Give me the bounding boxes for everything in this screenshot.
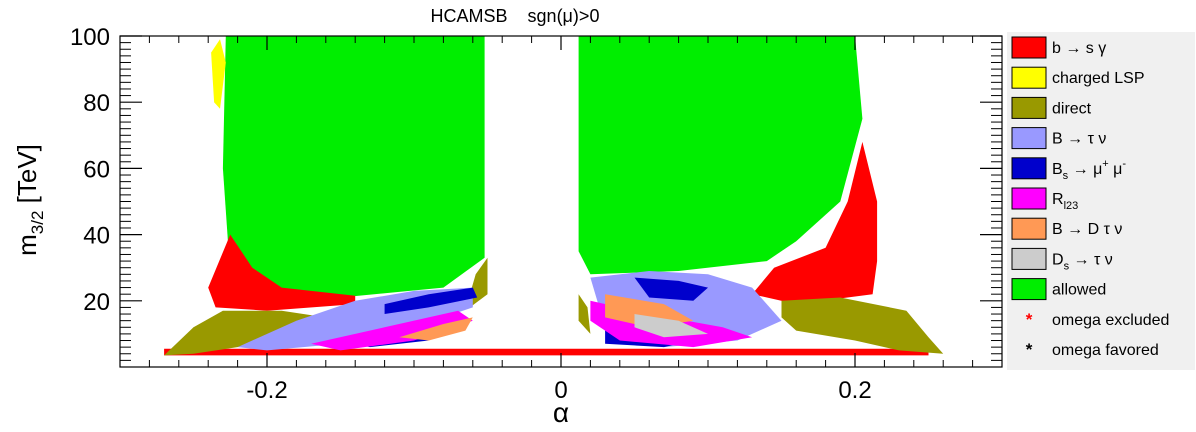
x-tick-label: 0: [554, 377, 567, 404]
region-bdtaunu-17: [399, 317, 473, 341]
legend-label-part: → τ ν: [1069, 251, 1113, 268]
axes: -0.2 0 0.2 20 40 60 80 100: [70, 24, 1002, 404]
legend-label-part: B: [1052, 161, 1063, 178]
legend-swatch-bsg: [1011, 36, 1047, 59]
legend-label-part: s: [1063, 170, 1069, 182]
region-direct-5: [164, 310, 326, 356]
legend-swatch-clsp: [1011, 66, 1047, 89]
region-bdtaunu-18: [605, 294, 694, 328]
region-allowed-1: [578, 36, 863, 275]
legend-label-bsg: b → s γ: [1052, 40, 1106, 57]
region-dstaunu-19: [634, 314, 708, 338]
legend-swatch-bdtaunu: [1011, 217, 1047, 240]
x-axis-label: α: [553, 397, 569, 428]
legend-label-part: → μ: [1068, 161, 1102, 178]
region-bsg-3: [752, 141, 878, 305]
legend-label-part: l23: [1064, 200, 1079, 212]
legend-label-part: -: [1122, 158, 1126, 170]
chart-title: HCAMSB sgn(μ)>0: [431, 6, 600, 26]
region-rl23-15: [311, 310, 473, 351]
y-axis-label: m3/2 [TeV]: [12, 144, 47, 256]
y-tick-label: 80: [83, 90, 110, 117]
y-tick-label: 20: [83, 289, 110, 316]
legend-label-direct: direct: [1052, 100, 1092, 117]
legend-swatch-rl23: [1011, 187, 1047, 210]
legend-marker-omega_fav: *: [1026, 340, 1033, 359]
legend-label-omega_fav: omega favored: [1052, 342, 1159, 359]
legend-label-rl23: Rl23: [1052, 191, 1078, 212]
legend-label-omega_ex: omega excluded: [1052, 312, 1169, 329]
region-clsp-20: [211, 39, 226, 109]
region-bsmumu-13: [634, 277, 708, 301]
y-axis-label-sub: 3/2: [28, 211, 47, 235]
legend-swatch-allowed: [1011, 278, 1047, 301]
legend-label-allowed: allowed: [1052, 282, 1106, 299]
y-tick-label: 60: [83, 156, 110, 183]
region-bsg-2: [208, 234, 356, 311]
y-axis-label-main: m: [12, 234, 42, 256]
legend-swatch-dstaunu: [1011, 247, 1047, 270]
legend-label-part: D: [1052, 251, 1064, 268]
legend-label-bdtaunu: B → D τ ν: [1052, 221, 1122, 238]
y-axis-label-unit: [TeV]: [12, 144, 42, 210]
legend-swatch-btaunu: [1011, 127, 1047, 150]
legend-label-part: s: [1064, 260, 1070, 272]
legend-swatch-bsmumu: [1011, 157, 1047, 180]
region-direct-6: [781, 297, 944, 354]
x-tick-label: 0.2: [838, 377, 871, 404]
legend-label-part: μ: [1109, 161, 1123, 178]
legend-label-clsp: charged LSP: [1052, 70, 1145, 87]
legend-label-dstaunu: Ds → τ ν: [1052, 251, 1113, 272]
legend-label-part: R: [1052, 191, 1064, 208]
legend-label-bsmumu: Bs → μ+ μ-: [1052, 158, 1126, 182]
legend-label-part: +: [1102, 158, 1108, 170]
legend: b → s γ charged LSP direct B → τ ν Bs → μ+ μ…: [1007, 32, 1195, 370]
region-bsg-4: [164, 348, 929, 356]
data-regions: [164, 36, 944, 356]
legend-marker-omega_ex: *: [1026, 310, 1033, 329]
region-direct-8: [578, 294, 591, 334]
region-bsmumu-11: [384, 287, 478, 314]
y-tick-label: 40: [83, 223, 110, 250]
x-tick-label: -0.2: [246, 377, 287, 404]
y-tick-label: 100: [70, 24, 110, 51]
legend-swatch-direct: [1011, 96, 1047, 119]
legend-label-btaunu: B → τ ν: [1052, 131, 1106, 148]
region-allowed-0: [222, 36, 485, 298]
